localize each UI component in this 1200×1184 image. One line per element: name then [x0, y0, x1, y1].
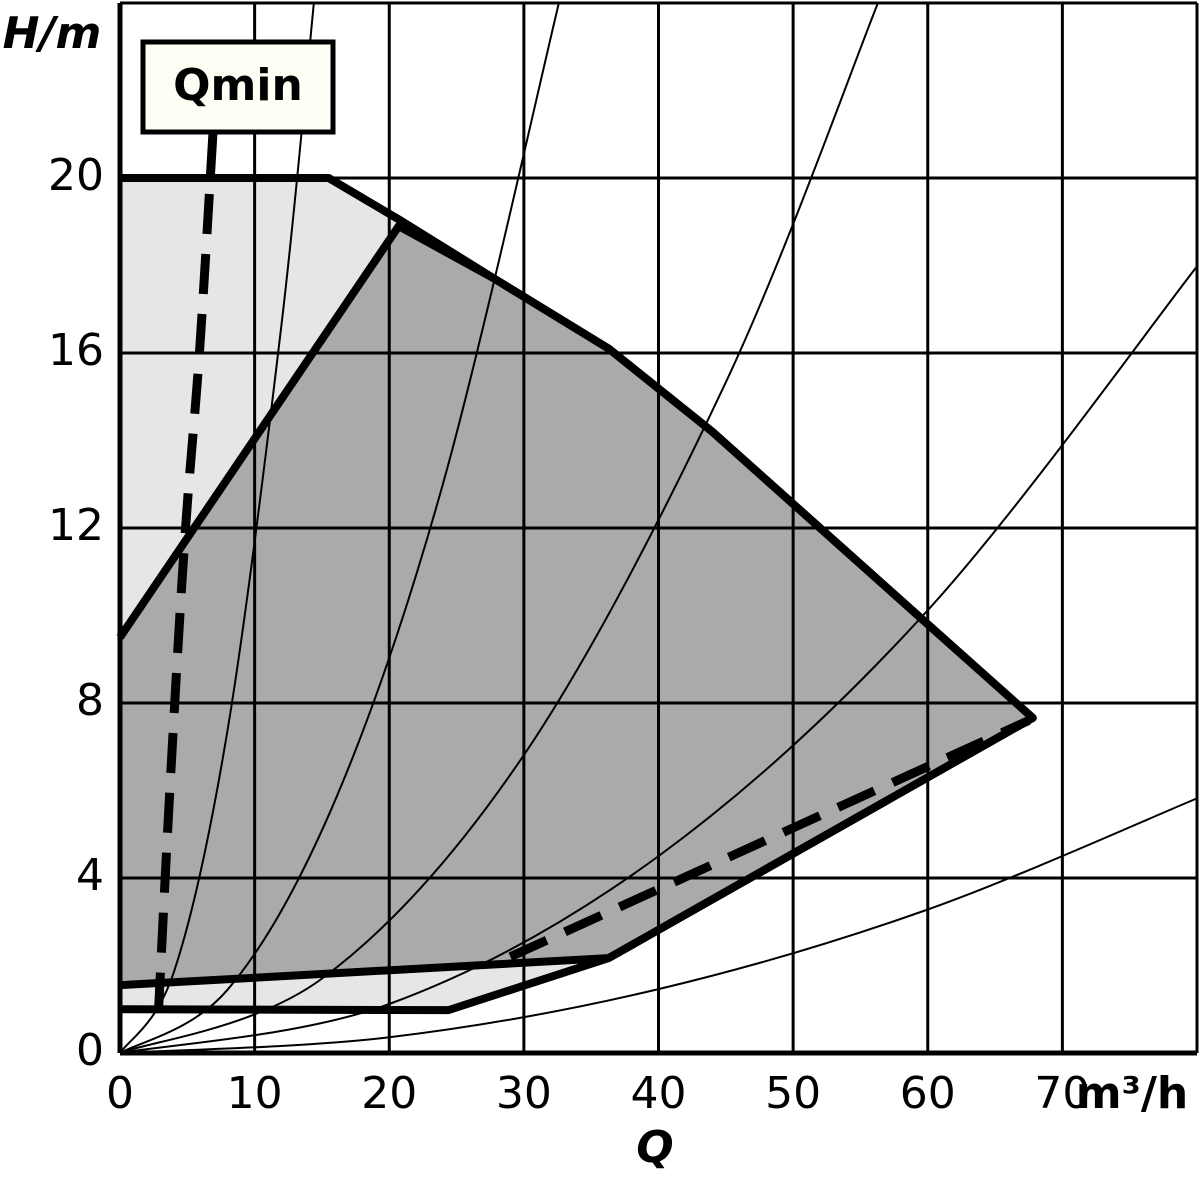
- dashed-line: [508, 716, 1031, 961]
- system-curve: [119, 2, 879, 1054]
- x-tick-label: 0: [106, 1068, 134, 1119]
- region-outline: [116, 222, 1037, 990]
- system-curve: [119, 797, 1198, 1054]
- x-tick-label: 60: [900, 1068, 956, 1119]
- y-tick-label: 12: [48, 500, 104, 551]
- annotation: Qmin: [173, 60, 303, 111]
- y-tick-label: 8: [76, 675, 104, 726]
- y-tick-label: 4: [76, 850, 104, 901]
- x-tick-label: 40: [631, 1068, 687, 1119]
- dashed-line: [153, 133, 218, 1027]
- x-tick-label: 50: [765, 1068, 821, 1119]
- x-tick-label: 20: [361, 1068, 417, 1119]
- x-tick-label: 10: [227, 1068, 283, 1119]
- system-curve: [119, 2, 560, 1054]
- system-curve: [119, 265, 1198, 1054]
- x-tick-label: 70: [1034, 1068, 1090, 1119]
- x-unit: m³/h: [1076, 1068, 1189, 1119]
- y-tick-label: 16: [48, 325, 104, 376]
- y-tick-label: 0: [76, 1025, 104, 1076]
- annotation-box: [140, 39, 336, 135]
- y-tick-label: 20: [48, 150, 104, 201]
- x-tick-label: 30: [496, 1068, 552, 1119]
- y-axis-label: H/m: [3, 8, 102, 59]
- system-curve: [119, 2, 315, 1054]
- x-axis-label: Q: [636, 1122, 673, 1173]
- region-fill: [120, 226, 1033, 986]
